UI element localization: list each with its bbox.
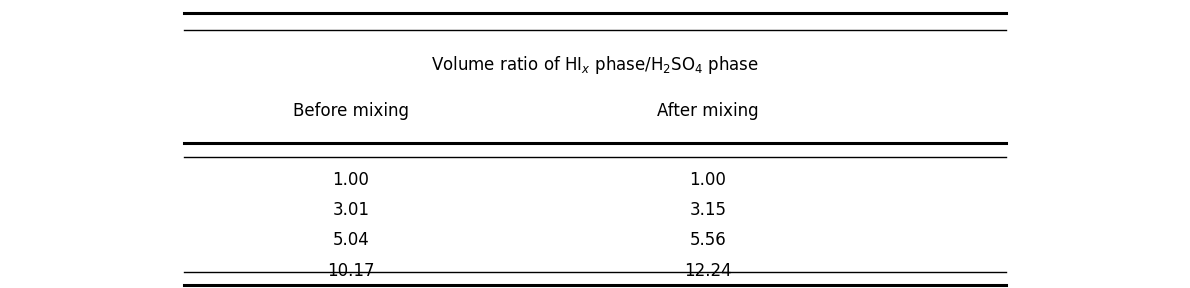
- Text: 3.01: 3.01: [332, 201, 370, 219]
- Text: Volume ratio of HI$_x$ phase/H$_2$SO$_4$ phase: Volume ratio of HI$_x$ phase/H$_2$SO$_4$…: [431, 54, 759, 76]
- Text: 10.17: 10.17: [327, 262, 375, 280]
- Text: 5.56: 5.56: [690, 232, 726, 249]
- Text: 12.24: 12.24: [684, 262, 732, 280]
- Text: 3.15: 3.15: [689, 201, 727, 219]
- Text: Before mixing: Before mixing: [293, 102, 409, 120]
- Text: 5.04: 5.04: [333, 232, 369, 249]
- Text: 1.00: 1.00: [690, 171, 726, 189]
- Text: After mixing: After mixing: [657, 102, 759, 120]
- Text: 1.00: 1.00: [333, 171, 369, 189]
